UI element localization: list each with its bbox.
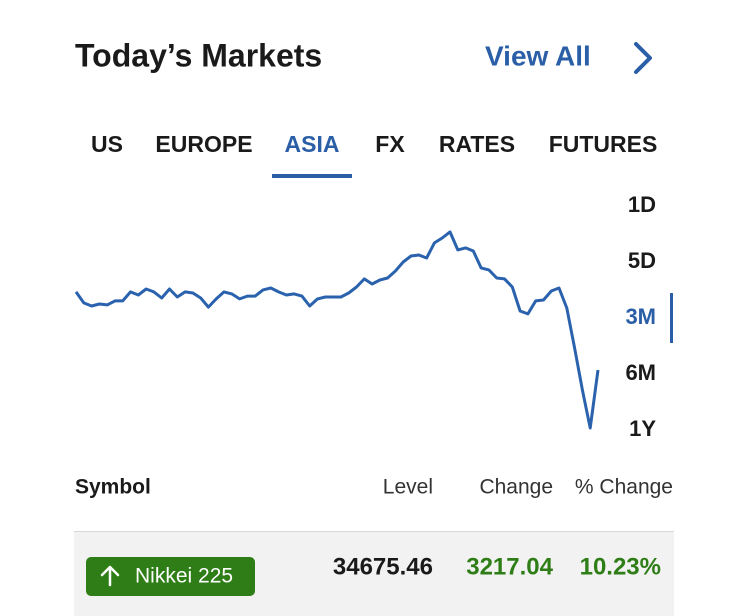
column-header: % Change <box>575 476 673 499</box>
range-button[interactable]: 5D <box>628 248 656 273</box>
widget-title: Today’s Markets <box>75 37 322 73</box>
price-line <box>74 230 600 430</box>
symbol-pill[interactable] <box>86 557 255 596</box>
active-range-bar <box>670 293 673 343</box>
column-header: Level <box>383 476 433 499</box>
market-tab[interactable]: FX <box>375 131 405 157</box>
range-button[interactable]: 3M <box>625 304 656 329</box>
column-header: Change <box>479 476 553 499</box>
range-button[interactable]: 6M <box>625 360 656 385</box>
range-button[interactable]: 1Y <box>629 416 656 441</box>
column-header: Symbol <box>75 476 151 499</box>
chevron-icon[interactable] <box>634 42 652 74</box>
range-button[interactable]: 1D <box>628 192 656 217</box>
market-tab[interactable]: EUROPE <box>155 131 252 157</box>
market-tab[interactable]: RATES <box>439 131 515 157</box>
active-tab-underline <box>272 174 352 178</box>
view-all-link[interactable]: View All <box>485 40 591 71</box>
market-tab[interactable]: US <box>91 131 123 157</box>
level-value: 34675.46 <box>333 553 433 580</box>
market-tab[interactable]: ASIA <box>285 131 340 157</box>
pct-change-value: 10.23% <box>580 553 661 580</box>
up-arrow-icon <box>100 565 120 587</box>
market-tab[interactable]: FUTURES <box>549 131 658 157</box>
change-value: 3217.04 <box>466 553 553 580</box>
symbol-name[interactable]: Nikkei 225 <box>135 565 233 588</box>
